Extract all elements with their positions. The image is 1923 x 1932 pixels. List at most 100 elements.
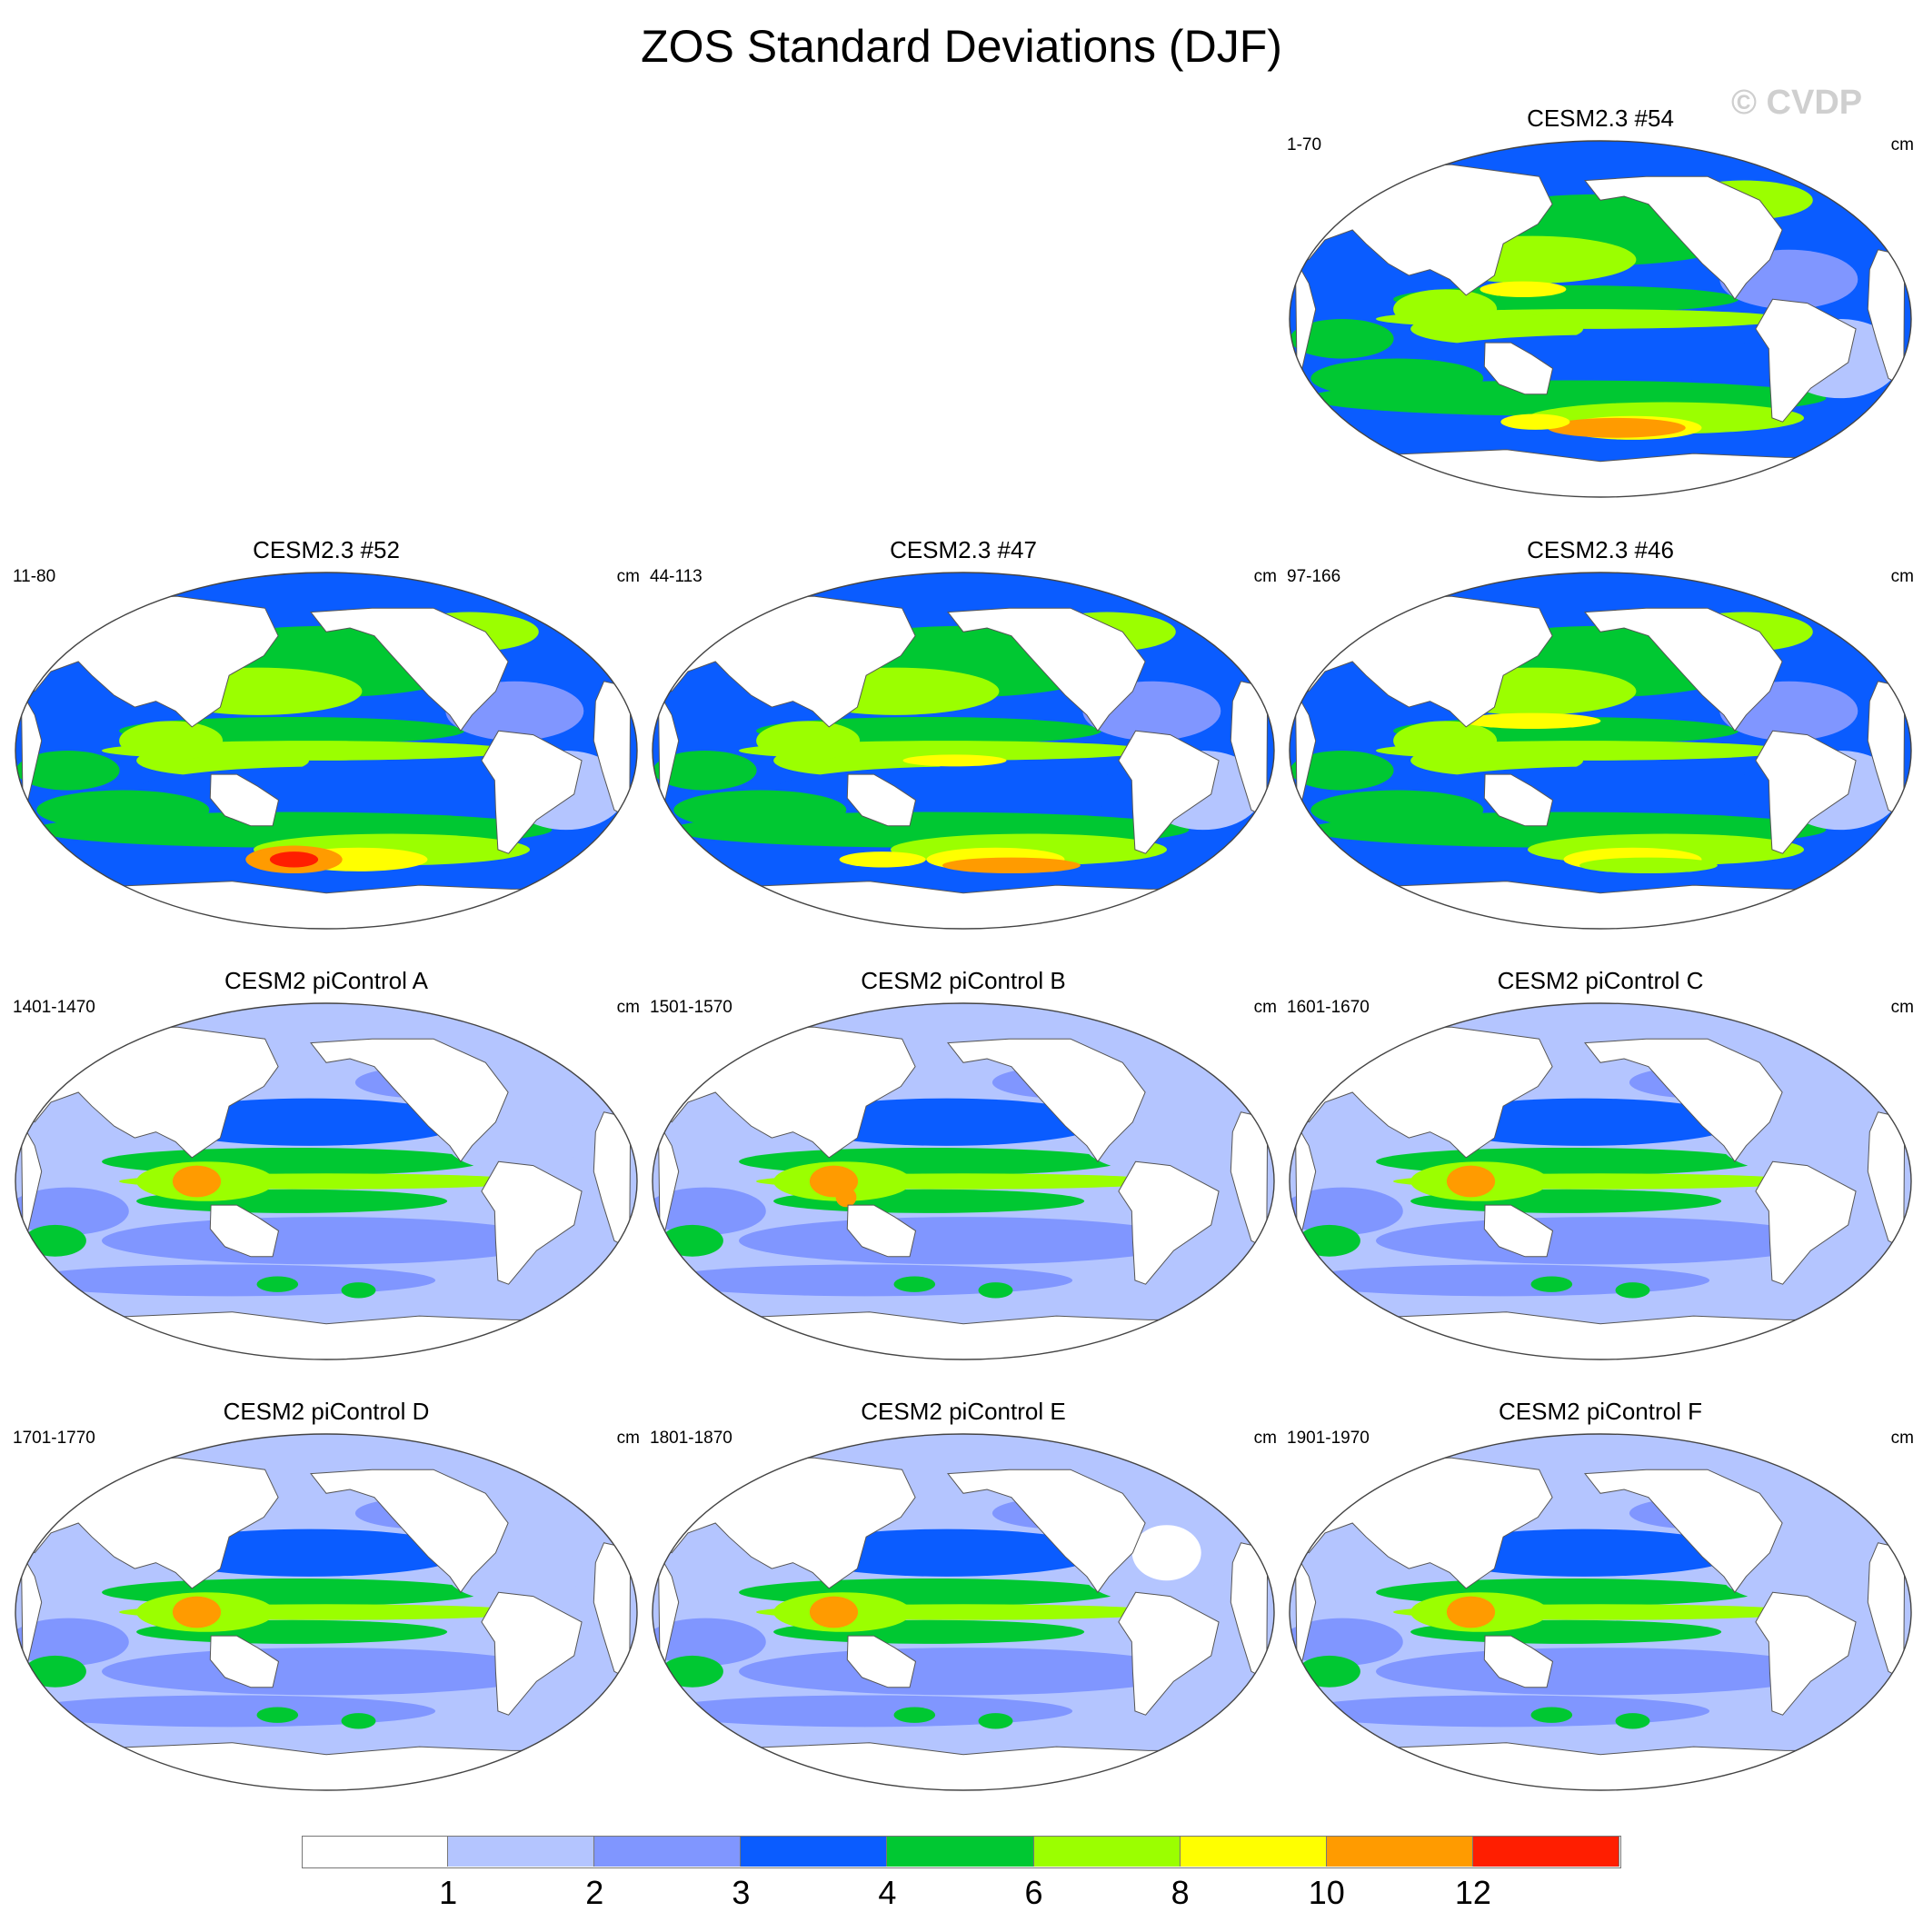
variance-patch — [154, 1098, 465, 1146]
variance-patch — [1615, 1282, 1650, 1299]
colorbar-label: 6 — [1024, 1874, 1043, 1911]
panel-title: CESM2 piControl F — [1499, 1398, 1702, 1425]
land-mass — [1755, 1160, 1857, 1285]
land-mass — [846, 1635, 917, 1688]
panel-years: 1-70 — [1287, 135, 1322, 154]
variance-patch — [1290, 1618, 1403, 1666]
variance-patch — [172, 1165, 222, 1198]
variance-patch — [942, 857, 1081, 874]
variance-patch — [1500, 413, 1570, 430]
variance-patch — [154, 1529, 465, 1577]
colorbar-label: 1 — [439, 1874, 458, 1911]
panel-title: CESM2.3 #54 — [1527, 105, 1674, 132]
colorbar-swatch — [302, 1836, 449, 1867]
variance-patch — [341, 1713, 376, 1729]
variance-patch — [1462, 712, 1601, 730]
colorbar-label: 12 — [1454, 1874, 1491, 1911]
land-mass — [1584, 175, 1783, 301]
land-mass — [1118, 1591, 1220, 1716]
land-mass — [846, 773, 917, 827]
variance-patch — [1295, 1695, 1710, 1728]
variance-patch — [1290, 1187, 1403, 1235]
colorbar-swatch — [1033, 1836, 1181, 1867]
map-outline — [652, 1433, 1275, 1791]
land-mass — [481, 1591, 583, 1716]
colorbar-label: 4 — [878, 1874, 897, 1911]
panel-years: 1701-1770 — [13, 1429, 95, 1448]
variance-patch — [791, 1098, 1102, 1146]
variance-patch — [1547, 417, 1686, 438]
land-mass — [481, 1160, 583, 1285]
variance-patch — [1530, 1276, 1573, 1292]
panel-units: cm — [1253, 1429, 1277, 1448]
map-outline — [15, 1002, 638, 1360]
variance-patch — [256, 1276, 299, 1292]
robinson-map — [1289, 1002, 1912, 1360]
panel-years: 1801-1870 — [650, 1429, 732, 1448]
panel-units: cm — [1890, 998, 1914, 1017]
robinson-map — [15, 1002, 638, 1360]
colorbar-swatch — [1180, 1836, 1327, 1867]
land-mass — [1483, 1204, 1554, 1258]
land-mass — [947, 607, 1146, 732]
variance-patch — [1290, 751, 1394, 791]
variance-patch — [1615, 1713, 1650, 1729]
variance-patch — [1310, 358, 1484, 399]
panel-years: 1501-1570 — [650, 998, 732, 1017]
panel-units: cm — [616, 998, 640, 1017]
variance-patch — [15, 1618, 129, 1666]
variance-patch — [1428, 1529, 1739, 1577]
variance-patch — [661, 1224, 723, 1257]
map-panel-9: CESM2 piControl F 1901-1970 cm — [1287, 1398, 1914, 1825]
variance-patch — [102, 1217, 551, 1265]
colorbar-label: 10 — [1308, 1874, 1345, 1911]
land-mass — [1584, 607, 1783, 732]
variance-patch — [653, 1618, 766, 1666]
variance-patch — [1446, 1596, 1496, 1628]
panel-title: CESM2 piControl A — [224, 967, 428, 994]
variance-patch — [119, 721, 224, 761]
variance-patch — [21, 1264, 436, 1297]
variance-patch — [658, 1264, 1073, 1297]
variance-patch — [1393, 721, 1498, 761]
robinson-map — [652, 1433, 1275, 1791]
map-panel-2: CESM2.3 #47 44-113 cm — [650, 536, 1277, 963]
variance-patch — [1298, 1655, 1360, 1688]
land-mass — [846, 1204, 917, 1258]
land-mass — [947, 1469, 1146, 1594]
panel-units: cm — [1890, 135, 1914, 154]
map-panel-6: CESM2 piControl C 1601-1670 cm — [1287, 967, 1914, 1394]
panel-units: cm — [1253, 567, 1277, 586]
variance-patch — [256, 1707, 299, 1723]
variance-patch — [21, 1695, 436, 1728]
robinson-map — [1289, 572, 1912, 930]
panel-title: CESM2 piControl E — [861, 1398, 1066, 1425]
variance-patch — [36, 790, 210, 831]
variance-patch — [172, 1596, 222, 1628]
land-mass — [1584, 1038, 1783, 1163]
land-mass — [1755, 298, 1857, 423]
panel-years: 44-113 — [650, 567, 702, 586]
panel-years: 97-166 — [1287, 567, 1341, 586]
variance-patch — [1376, 1217, 1825, 1265]
panel-years: 1901-1970 — [1287, 1429, 1370, 1448]
panel-units: cm — [616, 567, 640, 586]
map-panel-7: CESM2 piControl D 1701-1770 cm — [13, 1398, 640, 1825]
panel-title: CESM2 piControl B — [861, 967, 1066, 994]
variance-patch — [1131, 1525, 1201, 1581]
colorbar-label: 8 — [1171, 1874, 1190, 1911]
colorbar-swatch — [887, 1836, 1034, 1867]
land-mass — [1483, 1635, 1554, 1688]
variance-patch — [653, 1187, 766, 1235]
panel-title: CESM2 piControl D — [223, 1398, 430, 1425]
panel-units: cm — [1890, 567, 1914, 586]
variance-patch — [1428, 1098, 1739, 1146]
map-panel-3: CESM2.3 #46 97-166 cm — [1287, 536, 1914, 963]
colorbar-swatch — [448, 1836, 595, 1867]
robinson-map — [652, 1002, 1275, 1360]
panel-years: 1401-1470 — [13, 998, 95, 1017]
variance-patch — [1393, 289, 1498, 329]
colorbar-swatch — [1472, 1836, 1619, 1867]
variance-patch — [15, 1187, 129, 1235]
variance-patch — [756, 721, 861, 761]
